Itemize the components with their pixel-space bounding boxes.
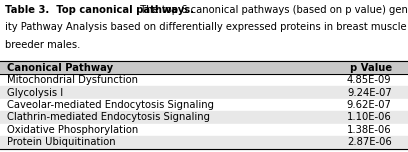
Bar (0, 111, 408, 124)
Bar (0, 86, 408, 99)
Text: Canonical Pathway: Canonical Pathway (7, 63, 113, 73)
Bar (0, 124, 408, 136)
Text: 9.24E-07: 9.24E-07 (347, 88, 392, 98)
Text: 1.10E-06: 1.10E-06 (347, 112, 392, 123)
Text: p Value: p Value (350, 63, 392, 73)
Text: Table 3.  Top canonical pathways.: Table 3. Top canonical pathways. (5, 5, 194, 15)
Bar (0, 136, 408, 149)
Text: breeder males.: breeder males. (5, 40, 80, 50)
Text: Caveolar-mediated Endocytosis Signaling: Caveolar-mediated Endocytosis Signaling (7, 100, 214, 110)
Text: Oxidative Phosphorylation: Oxidative Phosphorylation (7, 125, 138, 135)
Text: 2.87E-06: 2.87E-06 (347, 137, 392, 147)
Text: 4.85E-09: 4.85E-09 (347, 75, 392, 85)
Bar (0, 74, 408, 86)
Text: The top 6 canonical pathways (based on p value) generated by Ingenu-: The top 6 canonical pathways (based on p… (134, 5, 408, 15)
Text: Mitochondrial Dysfunction: Mitochondrial Dysfunction (7, 75, 138, 85)
Text: Protein Ubiquitination: Protein Ubiquitination (7, 137, 115, 147)
Text: Clathrin-mediated Endocytosis Signaling: Clathrin-mediated Endocytosis Signaling (7, 112, 210, 123)
Bar (0, 61, 408, 74)
Bar (0, 99, 408, 111)
Text: Glycolysis I: Glycolysis I (7, 88, 63, 98)
Text: 9.62E-07: 9.62E-07 (347, 100, 392, 110)
Text: 1.38E-06: 1.38E-06 (347, 125, 392, 135)
Text: ity Pathway Analysis based on differentially expressed proteins in breast muscle: ity Pathway Analysis based on differenti… (5, 22, 408, 32)
